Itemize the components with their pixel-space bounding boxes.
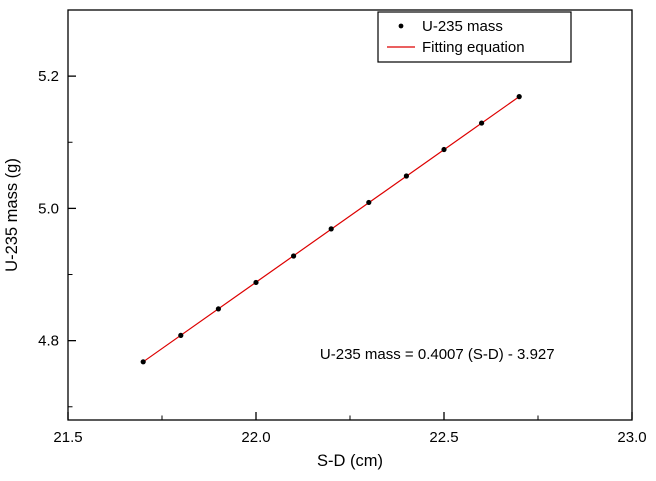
- x-tick-label: 22.0: [241, 429, 270, 446]
- legend-box: [377, 11, 572, 63]
- data-point: [291, 253, 297, 259]
- plot-border: [67, 9, 633, 421]
- legend-marker-dot: [398, 23, 404, 29]
- data-point: [215, 306, 221, 312]
- data-point: [140, 359, 146, 365]
- legend-label: U-235 mass: [422, 18, 503, 35]
- data-point: [441, 146, 447, 153]
- data-point: [328, 226, 334, 232]
- fit-equation-annotation: U-235 mass = 0.4007 (S-D) - 3.927: [320, 346, 555, 363]
- x-tick-label: 23.0: [617, 429, 646, 446]
- data-point: [516, 94, 522, 100]
- data-point: [253, 279, 259, 286]
- x-axis-label: S-D (cm): [317, 452, 383, 470]
- data-point: [403, 173, 409, 179]
- x-tick-label: 22.5: [429, 429, 458, 446]
- data-point: [479, 120, 485, 126]
- data-point: [178, 332, 184, 338]
- data-point: [366, 199, 372, 206]
- y-axis-label: U-235 mass (g): [3, 158, 21, 272]
- y-tick-label: 4.8: [38, 333, 59, 350]
- x-tick-label: 21.5: [53, 429, 82, 446]
- y-tick-label: 5.2: [38, 68, 59, 85]
- legend-label: Fitting equation: [422, 39, 525, 56]
- y-tick-label: 5.0: [38, 200, 59, 217]
